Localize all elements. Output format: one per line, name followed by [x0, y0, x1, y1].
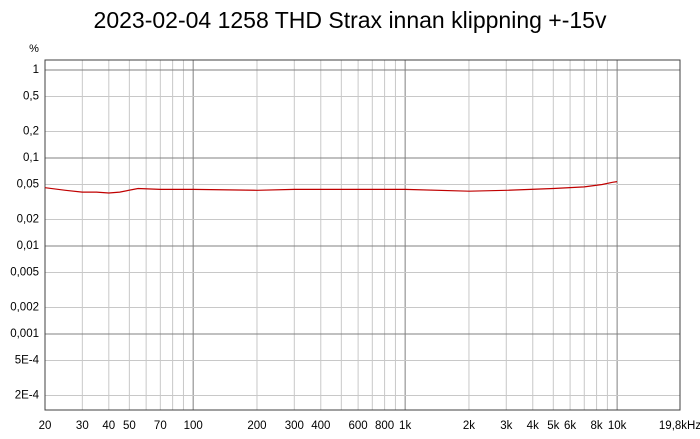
data-line	[44, 181, 618, 194]
x-tick-label: 1k	[399, 420, 411, 432]
x-tick-label: 3k	[500, 420, 512, 432]
y-unit: %	[29, 43, 39, 55]
y-tick-label: 5E-4	[15, 355, 40, 367]
y-tick-label: 0,02	[17, 214, 39, 226]
y-tick-label: 0,002	[10, 302, 39, 314]
y-tick-label: 0,005	[10, 267, 39, 279]
y-tick-label: 0,05	[17, 179, 39, 191]
y-tick-label: 0,1	[23, 152, 39, 164]
x-tick-label: 4k	[527, 420, 539, 432]
x-tick-label: 2k	[463, 420, 475, 432]
x-tick-label: 800	[375, 420, 394, 432]
x-tick-label: 100	[184, 420, 203, 432]
x-tick-label: 40	[102, 420, 115, 432]
y-tick-label: 0,5	[23, 91, 39, 103]
x-tick-label: 30	[76, 420, 89, 432]
y-tick-label: 1	[33, 64, 39, 76]
y-tick-label: 2E-4	[15, 390, 40, 402]
x-tick-label: 19,8kHz	[659, 420, 700, 432]
x-tick-label: 300	[285, 420, 304, 432]
x-tick-label: 70	[154, 420, 167, 432]
x-tick-label: 10k	[608, 420, 627, 432]
y-tick-label: 0,01	[17, 240, 39, 252]
y-tick-label: 0,2	[23, 126, 39, 138]
x-tick-label: 200	[247, 420, 266, 432]
x-tick-label: 600	[349, 420, 368, 432]
plot-frame	[44, 59, 681, 411]
x-tick-label: 20	[39, 420, 52, 432]
x-tick-label: 400	[311, 420, 330, 432]
x-tick-label: 8k	[590, 420, 602, 432]
x-tick-label: 5k	[547, 420, 559, 432]
x-tick-label: 50	[123, 420, 136, 432]
x-tick-label: 6k	[564, 420, 576, 432]
y-tick-label: 0,001	[10, 328, 39, 340]
chart-title: 2023-02-04 1258 THD Strax innan klippnin…	[94, 7, 607, 33]
